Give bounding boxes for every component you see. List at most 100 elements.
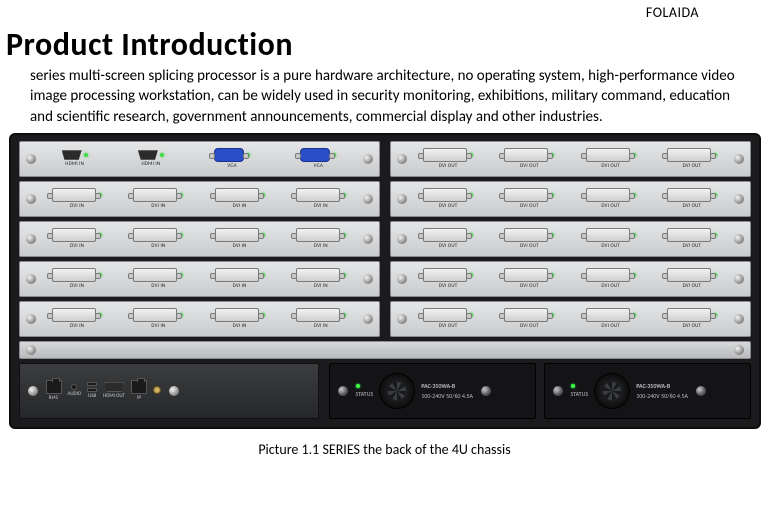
ctrl-port-usb: USB bbox=[87, 382, 97, 399]
port-dvi: DVI IN bbox=[296, 308, 346, 329]
port-label: DVI IN bbox=[314, 243, 328, 249]
port-label: DVI OUT bbox=[601, 203, 620, 209]
dvi-connector-icon bbox=[423, 308, 467, 322]
port-dvi: DVI IN bbox=[215, 228, 265, 249]
screw-icon bbox=[553, 386, 563, 396]
brand-label: FOLAIDA bbox=[0, 4, 769, 21]
port-dvi: DVI OUT bbox=[586, 188, 636, 209]
port-label: DVI IN bbox=[233, 283, 247, 289]
port-label: DVI OUT bbox=[520, 283, 539, 289]
port-dvi: DVI IN bbox=[52, 268, 102, 289]
dvi-connector-icon bbox=[423, 268, 467, 282]
screw-icon bbox=[338, 386, 348, 396]
bottom-section: RJ45AUDIOUSBHDMI OUTIPSTATUSPAC-350WA-B1… bbox=[19, 363, 751, 419]
figure-caption: Picture 1.1 SERIES the back of the 4U ch… bbox=[0, 435, 769, 458]
screw-icon bbox=[397, 234, 407, 244]
io-card: DVI OUT DVI OUT DVI OUT DVI OUT bbox=[390, 141, 751, 177]
port-label: DVI OUT bbox=[439, 323, 458, 329]
port-label: DVI IN bbox=[70, 203, 84, 209]
port-label: DVI IN bbox=[151, 323, 165, 329]
port-dvi: DVI IN bbox=[215, 268, 265, 289]
port-dvi: DVI OUT bbox=[423, 148, 473, 169]
vga-connector-icon bbox=[300, 148, 330, 162]
ctrl-port-label: USB bbox=[88, 393, 96, 399]
port-vga: VGA bbox=[300, 148, 336, 169]
card-row: DVI IN DVI IN DVI IN DVI IN DVI OUT DVI OUT DV… bbox=[19, 221, 751, 257]
port-label: DVI IN bbox=[151, 243, 165, 249]
port-label: DVI IN bbox=[233, 203, 247, 209]
card-row: DVI INDVI INDVI INDVI INDVI OUTDVI OUTDV… bbox=[19, 181, 751, 217]
dvi-connector-icon bbox=[504, 188, 548, 202]
usb-connector-icon bbox=[87, 382, 97, 392]
description-text: series multi-screen splicing processor i… bbox=[0, 66, 769, 133]
ant-connector-icon bbox=[153, 386, 161, 394]
port-dvi: DVI IN bbox=[296, 228, 346, 249]
screw-icon bbox=[734, 194, 744, 204]
dvi-connector-icon bbox=[586, 308, 630, 322]
dvi-connector-icon bbox=[296, 308, 340, 322]
port-dvi: DVI IN bbox=[133, 188, 183, 209]
screw-icon bbox=[734, 234, 744, 244]
fan-icon bbox=[594, 373, 630, 409]
dvi-connector-icon bbox=[586, 188, 630, 202]
port-dvi: DVI IN bbox=[133, 228, 183, 249]
screw-icon bbox=[397, 154, 407, 164]
port-label: DVI IN bbox=[70, 283, 84, 289]
ctrl-port-audio: AUDIO bbox=[68, 384, 82, 397]
rj45-connector-icon bbox=[46, 380, 62, 394]
screw-icon bbox=[28, 386, 38, 396]
dvi-connector-icon bbox=[504, 308, 548, 322]
port-label: DVI IN bbox=[70, 243, 84, 249]
io-card: DVI INDVI INDVI INDVI IN bbox=[19, 181, 380, 217]
port-dvi: DVI OUT bbox=[586, 228, 636, 249]
port-label: DVI IN bbox=[151, 283, 165, 289]
ctrl-port-ant bbox=[153, 386, 161, 395]
io-card: DVI OUTDVI OUTDVI OUTDVI OUT bbox=[390, 181, 751, 217]
port-dvi: DVI OUT bbox=[667, 148, 717, 169]
screw-icon bbox=[26, 154, 36, 164]
port-label: DVI IN bbox=[151, 203, 165, 209]
dvi-connector-icon bbox=[215, 308, 259, 322]
screw-icon bbox=[734, 154, 744, 164]
psu-model-label: PAC-350WA-B bbox=[421, 382, 473, 390]
hdmi-connector-icon bbox=[62, 150, 82, 160]
status-led-icon bbox=[160, 153, 164, 157]
status-led-icon bbox=[84, 153, 88, 157]
hdmi-connector-icon bbox=[104, 382, 124, 392]
rj45-connector-icon bbox=[131, 380, 147, 394]
port-label: DVI OUT bbox=[601, 323, 620, 329]
port-dvi: DVI IN bbox=[215, 188, 265, 209]
screw-icon bbox=[363, 234, 373, 244]
screw-icon bbox=[363, 314, 373, 324]
dvi-connector-icon bbox=[52, 228, 96, 242]
port-label: DVI OUT bbox=[683, 203, 702, 209]
port-label: DVI IN bbox=[314, 283, 328, 289]
psu-module: STATUSPAC-350WA-B100-240V 50/60 4.5A bbox=[544, 363, 751, 419]
port-label: DVI OUT bbox=[520, 203, 539, 209]
port-label: DVI OUT bbox=[683, 283, 702, 289]
dvi-connector-icon bbox=[423, 148, 467, 162]
port-label: DVI OUT bbox=[520, 163, 539, 169]
screw-icon bbox=[363, 274, 373, 284]
dvi-connector-icon bbox=[296, 188, 340, 202]
vga-connector-icon bbox=[214, 148, 244, 162]
port-label: VGA bbox=[227, 163, 236, 169]
port-label: DVI OUT bbox=[683, 323, 702, 329]
port-hdmi: HDMI IN bbox=[138, 150, 164, 167]
port-label: DVI OUT bbox=[439, 163, 458, 169]
port-dvi: DVI OUT bbox=[423, 268, 473, 289]
screw-icon bbox=[734, 314, 744, 324]
card-row: DVI IN DVI IN DVI IN DVI IN DVI OUT DVI OUT DV… bbox=[19, 261, 751, 297]
port-label: DVI OUT bbox=[601, 163, 620, 169]
port-dvi: DVI OUT bbox=[667, 268, 717, 289]
page-title: Product Introduction bbox=[0, 21, 769, 66]
port-label: DVI OUT bbox=[601, 283, 620, 289]
port-dvi: DVI OUT bbox=[667, 228, 717, 249]
dvi-connector-icon bbox=[133, 228, 177, 242]
screw-icon bbox=[397, 194, 407, 204]
dvi-connector-icon bbox=[133, 188, 177, 202]
dvi-connector-icon bbox=[667, 148, 711, 162]
port-dvi: DVI OUT bbox=[423, 228, 473, 249]
screw-icon bbox=[363, 154, 373, 164]
dvi-connector-icon bbox=[667, 188, 711, 202]
